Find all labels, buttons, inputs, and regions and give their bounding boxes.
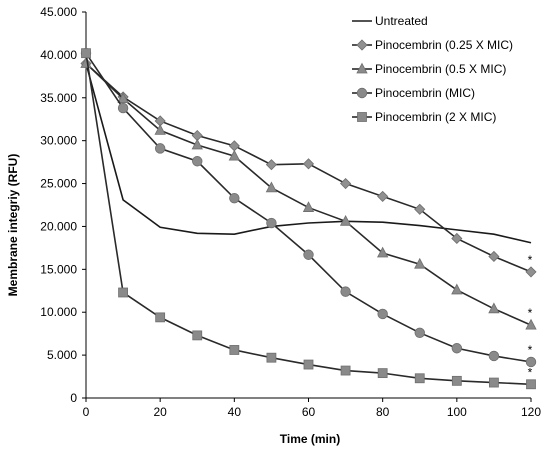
y-tick-label: 10.000 (40, 305, 77, 319)
legend-item: Pinocembrin (0.5 X MIC) (352, 62, 506, 76)
data-point (525, 356, 537, 368)
legend-label: Pinocembrin (2 X MIC) (375, 110, 496, 124)
x-tick-label: 20 (153, 405, 167, 419)
data-point (414, 203, 426, 215)
significance-asterisk: * (528, 343, 533, 357)
series-untreated (85, 63, 532, 244)
data-point (340, 177, 352, 190)
series-pinocembrin-0-25-x-mic (80, 57, 537, 278)
legend-label: Pinocembrin (0.25 X MIC) (375, 38, 513, 52)
data-point (414, 257, 426, 269)
significance-annotations: * * * * (528, 253, 533, 379)
data-point (265, 181, 278, 193)
y-tick-label: 25.000 (40, 177, 77, 191)
legend-item: Pinocembrin (0.25 X MIC) (352, 38, 513, 52)
y-tick-label: 15.000 (40, 262, 77, 276)
data-point (229, 345, 240, 355)
y-tick-label: 5.000 (47, 348, 77, 362)
data-point (414, 327, 425, 339)
data-point (525, 266, 537, 278)
data-point (377, 368, 388, 379)
x-tick-label: 100 (447, 405, 467, 419)
x-tick-label: 80 (376, 405, 390, 419)
legend-marker (356, 39, 368, 51)
legend-marker (356, 62, 368, 74)
data-point (303, 359, 314, 370)
data-point (154, 124, 166, 135)
significance-asterisk: * (528, 253, 533, 267)
y-tick-label: 20.000 (40, 219, 77, 233)
data-point (192, 156, 203, 167)
y-tick-label: 45.000 (40, 5, 77, 19)
data-point (302, 158, 315, 170)
data-point (414, 373, 425, 384)
data-point (303, 249, 314, 260)
legend-label: Pinocembrin (MIC) (375, 86, 475, 100)
data-point (488, 250, 500, 263)
x-tick-label: 120 (521, 405, 541, 419)
data-point (377, 308, 388, 320)
data-point (154, 143, 166, 154)
data-point (302, 201, 315, 212)
series-pinocembrin-0-5-x-mic (80, 57, 537, 330)
legend-marker (357, 112, 367, 122)
legend-label: Untreated (375, 14, 428, 28)
y-tick-label: 0 (70, 391, 77, 405)
significance-asterisk: * (528, 365, 533, 379)
data-point (228, 140, 240, 152)
data-point (451, 375, 462, 386)
data-point (118, 287, 128, 298)
x-axis-label: Time (min) (280, 432, 340, 446)
data-point (340, 365, 351, 376)
data-point (228, 149, 240, 161)
data-point (377, 246, 389, 258)
y-tick-label: 40.000 (40, 48, 77, 62)
chart-legend: Untreated Pinocembrin (0.25 X MIC) Pinocem… (352, 14, 513, 124)
y-tick-label: 30.000 (40, 134, 77, 148)
series-line (85, 53, 532, 386)
data-point (155, 312, 166, 323)
data-point (339, 214, 352, 226)
data-point (81, 48, 91, 59)
x-tick-label: 60 (302, 405, 316, 419)
y-axis-label: Membrane integriy (RFU) (6, 154, 20, 297)
x-tick-label: 0 (83, 405, 90, 419)
x-tick-label: 40 (228, 405, 242, 419)
data-point (451, 283, 463, 295)
legend-marker (356, 87, 368, 99)
legend-item: Pinocembrin (MIC) (352, 86, 475, 100)
data-point (117, 102, 129, 114)
data-point (191, 138, 203, 150)
chart-series (80, 47, 537, 390)
data-point (526, 379, 536, 390)
data-point (192, 330, 203, 341)
data-point (229, 192, 240, 204)
data-point (489, 377, 499, 388)
legend-item: Untreated (352, 14, 428, 28)
y-axis-ticks: 0 5.000 10.000 15.000 20.000 25.000 30.000 35.0… (40, 5, 86, 405)
y-tick-label: 35.000 (40, 91, 77, 105)
data-point (265, 159, 277, 171)
series-line (85, 62, 532, 326)
legend-label: Pinocembrin (0.5 X MIC) (375, 62, 506, 76)
data-point (488, 302, 500, 314)
data-point (451, 232, 463, 245)
series-pinocembrin-2-x-mic (81, 48, 536, 390)
significance-asterisk: * (528, 306, 533, 320)
data-point (340, 286, 351, 297)
data-point (117, 92, 129, 104)
data-point (488, 350, 500, 362)
data-point (266, 352, 277, 363)
data-point (451, 343, 463, 354)
legend-item: Pinocembrin (2 X MIC) (352, 110, 496, 124)
data-point (266, 217, 277, 229)
data-point (377, 190, 389, 202)
series-line (85, 63, 532, 244)
x-axis-ticks: 0 20 40 60 80 100 120 (83, 398, 541, 419)
data-point (525, 318, 537, 330)
